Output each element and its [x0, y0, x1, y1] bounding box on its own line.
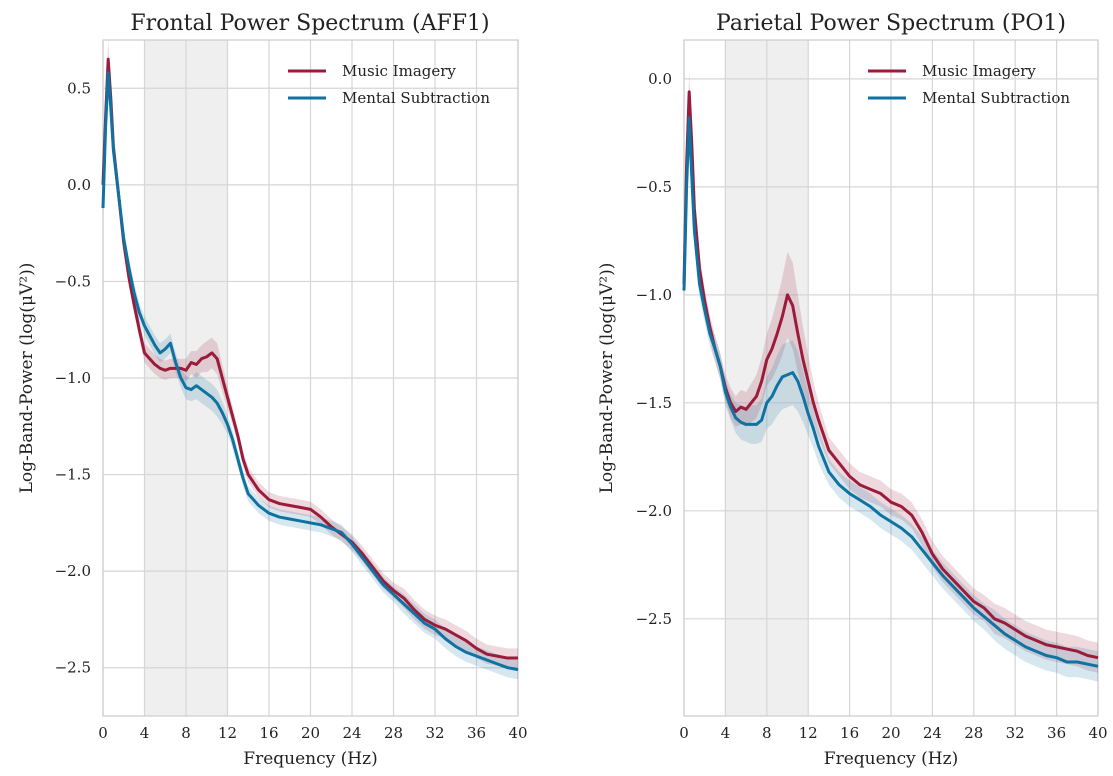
chart-0-y-axis-label: Log-Band-Power (log(μV²)): [17, 263, 37, 494]
chart-0-x-tick-label-1: 4: [140, 724, 150, 742]
chart-0-legend-label-1: Mental Subtraction: [342, 89, 490, 107]
chart-0-y-tick-label-5: −2.0: [55, 562, 91, 580]
chart-1-shaded-band-0: [725, 40, 767, 716]
chart-0-y-tick-label-1: 0.0: [67, 176, 91, 194]
chart-1-x-tick-label-6: 24: [923, 724, 942, 742]
chart-1-x-tick-label-9: 36: [1047, 724, 1066, 742]
chart-1-y-tick-label-0: 0.0: [648, 70, 672, 88]
chart-0-x-tick-label-10: 40: [508, 724, 527, 742]
chart-1-plot-frame: [683, 39, 1099, 717]
chart-1-panel: 0 4 8 12 16 20 24 28 32 36 40 0.0 −0.5 −1.0 −1.5 −2.0 −2…: [597, 11, 1108, 769]
chart-0-series-1-line: [101, 71, 519, 672]
chart-1-y-tick-label-2: −1.0: [636, 286, 672, 304]
chart-0-legend-label-0: Music Imagery: [342, 62, 456, 80]
chart-1-y-tick-label-1: −0.5: [636, 178, 672, 196]
chart-0-x-tick-label-0: 0: [98, 724, 108, 742]
chart-0-y-tick-label-2: −0.5: [55, 272, 91, 290]
chart-0-panel: 0 4 8 12 16 20 24 28 32 36 40 0.5 0.0 −0.5 −1.0 −1.5 −2.…: [17, 11, 528, 769]
chart-1-series-0-confidence-band: [684, 72, 1098, 673]
chart-0-x-tick-label-9: 36: [467, 724, 486, 742]
chart-1-x-tick-label-0: 0: [679, 724, 689, 742]
chart-1-shaded-band-1: [766, 40, 809, 716]
chart-1-x-tick-label-10: 40: [1088, 724, 1107, 742]
chart-1-x-tick-label-7: 28: [964, 724, 983, 742]
chart-0-y-tick-label-0: 0.5: [67, 79, 91, 97]
chart-1-x-tick-label-1: 4: [721, 724, 731, 742]
chart-0-y-tick-label-6: −2.5: [55, 659, 91, 677]
chart-0-title: Frontal Power Spectrum (AFF1): [130, 11, 489, 36]
chart-1-x-tick-label-2: 8: [762, 724, 772, 742]
chart-1-x-tick-label-3: 12: [799, 724, 818, 742]
chart-1-legend-label-0: Music Imagery: [922, 62, 1036, 80]
chart-1-x-axis-label: Frequency (Hz): [824, 749, 958, 769]
chart-1-x-tick-label-8: 32: [1006, 724, 1025, 742]
chart-1-y-tick-label-5: −2.5: [636, 610, 672, 628]
chart-0-y-tick-label-4: −1.5: [55, 466, 91, 484]
chart-1-series-1-confidence-band: [684, 98, 1098, 682]
chart-1-title: Parietal Power Spectrum (PO1): [716, 11, 1066, 36]
chart-0-series-0-line: [101, 57, 518, 660]
chart-1-x-tick-label-5: 20: [881, 724, 900, 742]
chart-1-y-tick-label-3: −1.5: [636, 394, 672, 412]
chart-1-legend-label-1: Mental Subtraction: [922, 89, 1070, 107]
chart-0-x-tick-label-4: 16: [259, 724, 278, 742]
chart-0-x-tick-label-3: 12: [218, 724, 237, 742]
chart-0-x-tick-label-7: 28: [384, 724, 403, 742]
chart-0-x-axis-label: Frequency (Hz): [243, 749, 377, 769]
chart-0-x-tick-label-8: 32: [425, 724, 444, 742]
chart-0-x-tick-label-6: 24: [342, 724, 361, 742]
chart-0-plot-frame: [102, 39, 519, 717]
chart-0-x-tick-label-2: 8: [181, 724, 191, 742]
chart-1-x-tick-label-4: 16: [840, 724, 859, 742]
chart-1-series-1-line: [682, 116, 1099, 668]
chart-1-y-axis-label: Log-Band-Power (log(μV²)): [597, 263, 617, 494]
chart-0-y-tick-label-3: −1.0: [55, 369, 91, 387]
chart-1-y-tick-label-4: −2.0: [636, 502, 672, 520]
chart-0-x-tick-label-5: 20: [301, 724, 320, 742]
